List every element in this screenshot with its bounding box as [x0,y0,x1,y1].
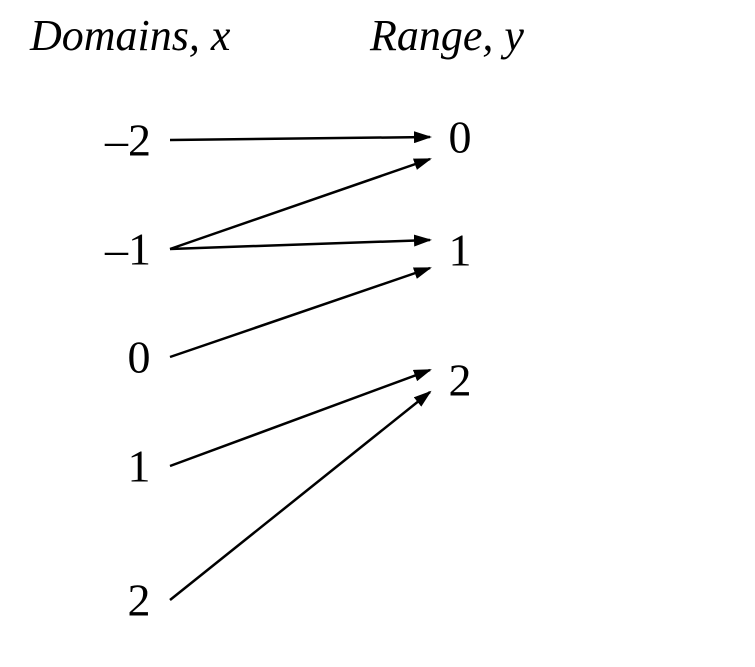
mapping-arrow [170,159,430,249]
domain-node: 2 [128,574,151,627]
mapping-arrow [170,370,430,466]
domain-node: –1 [105,223,151,276]
mapping-arrow [170,240,430,249]
mapping-diagram: Domains, x Range, y –2–1012012 [0,0,755,667]
mapping-arrow [170,268,430,357]
range-node: 2 [449,354,472,407]
arrow-layer [0,0,755,667]
range-node: 1 [449,224,472,277]
range-node: 0 [449,111,472,164]
domain-node: 0 [128,331,151,384]
domain-node: 1 [128,440,151,493]
mapping-arrow [170,392,430,600]
mapping-arrow [170,137,430,140]
domain-node: –2 [105,114,151,167]
